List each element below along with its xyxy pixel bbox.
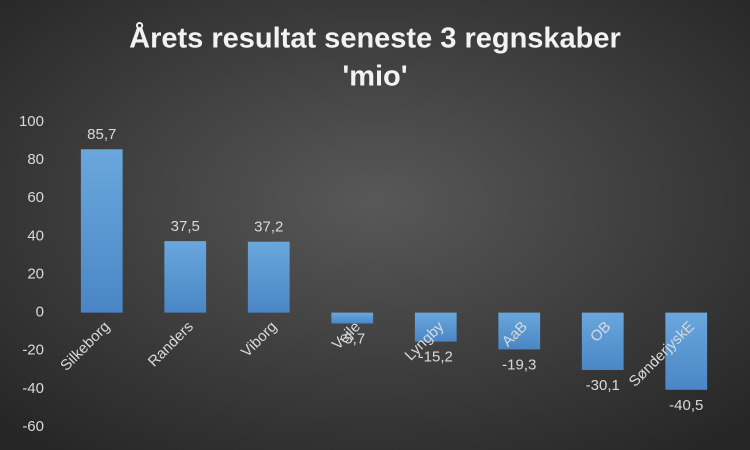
data-label: 37,5 <box>171 218 200 235</box>
y-tick-label: 20 <box>27 265 44 282</box>
data-label: -40,5 <box>669 397 703 414</box>
y-tick-label: 40 <box>27 227 44 244</box>
chart-title: Årets resultat seneste 3 regnskaber <box>129 22 621 55</box>
y-tick-label: -20 <box>22 342 44 359</box>
bar <box>331 312 374 324</box>
y-tick-label: -60 <box>22 418 44 435</box>
chart-subtitle: 'mio' <box>342 61 407 93</box>
bar <box>414 312 457 342</box>
y-tick-label: 60 <box>27 189 44 206</box>
data-label: 85,7 <box>87 126 116 143</box>
data-label: -15,2 <box>419 349 453 366</box>
data-label: -5,7 <box>339 330 365 347</box>
data-label: -30,1 <box>586 377 620 394</box>
data-label: -19,3 <box>502 356 536 373</box>
y-tick-label: -40 <box>22 380 44 397</box>
bar <box>80 149 123 313</box>
bar <box>498 312 541 350</box>
bar <box>164 241 207 313</box>
bar <box>581 312 624 371</box>
bar <box>665 312 708 390</box>
y-tick-label: 0 <box>36 304 44 321</box>
y-tick-label: 100 <box>19 113 44 130</box>
bar <box>247 241 290 313</box>
data-label: 37,2 <box>254 219 283 236</box>
y-tick-label: 80 <box>27 151 44 168</box>
